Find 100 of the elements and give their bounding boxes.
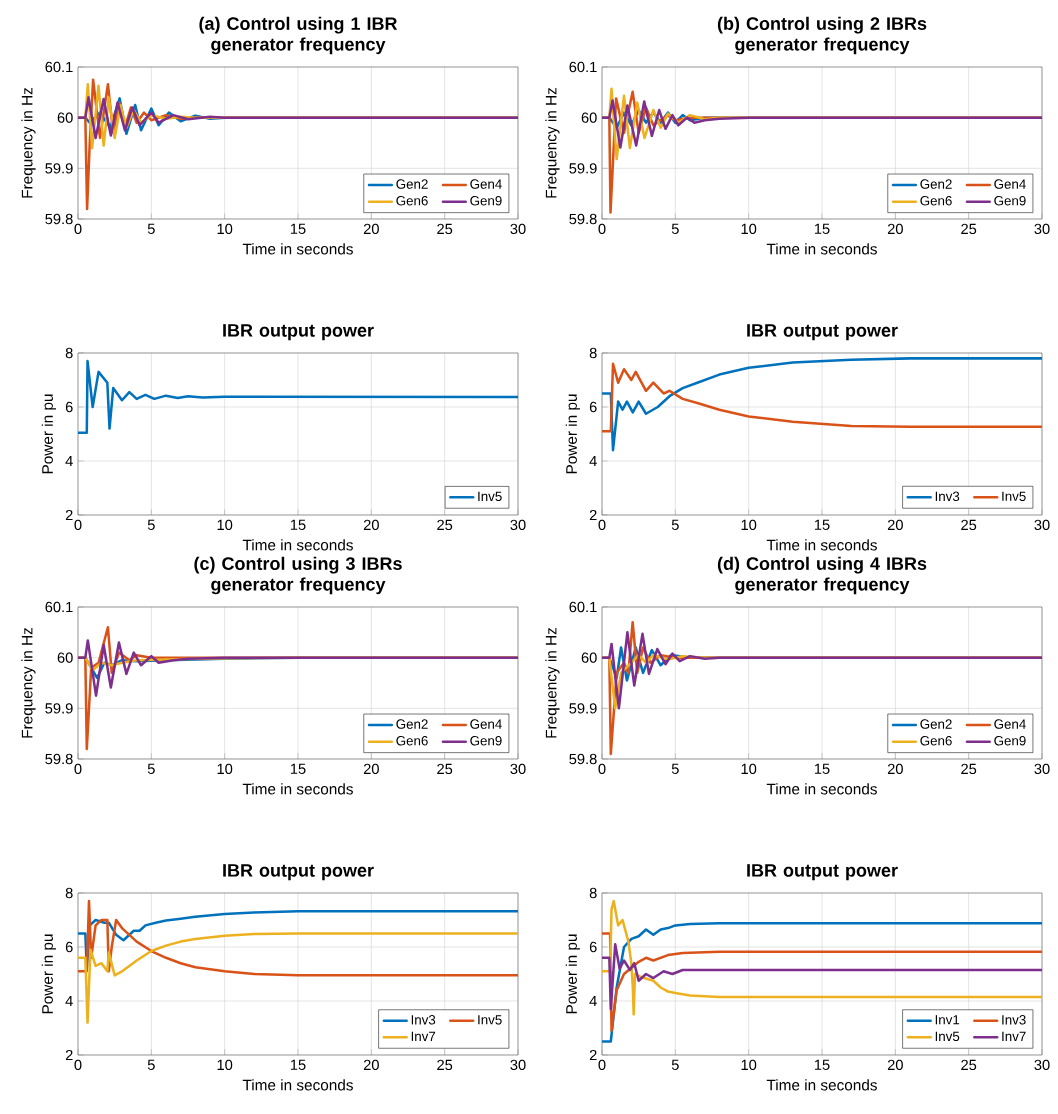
x-tick-label: 20 xyxy=(887,1059,903,1071)
x-tick-label: 25 xyxy=(437,223,453,235)
x-tick-label: 25 xyxy=(437,763,453,775)
x-tick-label: 25 xyxy=(961,763,977,775)
line-series xyxy=(78,932,518,1024)
x-tick-label: 15 xyxy=(814,1059,830,1070)
x-tick-label: 25 xyxy=(961,1059,977,1071)
y-tick-label: 60.1 xyxy=(569,601,597,613)
legend-label: Gen4 xyxy=(470,719,502,729)
x-tick-label: 20 xyxy=(363,223,379,235)
x-tick-label: 10 xyxy=(741,763,757,775)
x-tick-label: 20 xyxy=(887,763,903,775)
legend-label: Gen9 xyxy=(994,736,1026,746)
y-tick-label: 59.9 xyxy=(569,163,597,174)
legend-label: Gen6 xyxy=(920,736,952,746)
y-tick-label: 60 xyxy=(581,112,597,123)
y-axis-title: Power in pu xyxy=(41,934,56,1014)
x-tick-label: 5 xyxy=(671,223,679,234)
x-axis-title: Time in seconds xyxy=(766,243,877,255)
legend-label: Gen6 xyxy=(396,196,428,206)
legend-label: Inv5 xyxy=(1002,491,1026,501)
line-series xyxy=(602,943,1042,1011)
y-tick-label: 6 xyxy=(589,941,597,953)
legend-label: Gen2 xyxy=(920,179,952,189)
chart-title: (d) Control using 4 IBRs generator frequency xyxy=(717,556,927,595)
x-tick-label: 15 xyxy=(290,519,306,530)
legend-label: Inv7 xyxy=(1002,1031,1026,1041)
y-tick-label: 2 xyxy=(65,509,73,521)
x-tick-label: 10 xyxy=(741,223,757,235)
x-tick-label: 25 xyxy=(437,519,453,531)
x-tick-label: 30 xyxy=(510,763,526,775)
y-tick-label: 59.8 xyxy=(45,213,73,225)
x-tick-label: 0 xyxy=(598,223,606,235)
legend-label: Gen9 xyxy=(470,196,502,206)
y-axis-title: Frequency in Hz xyxy=(545,627,560,738)
y-tick-label: 2 xyxy=(65,1049,73,1061)
x-tick-label: 5 xyxy=(147,1059,155,1070)
x-tick-label: 5 xyxy=(147,763,155,774)
y-tick-label: 4 xyxy=(65,455,73,467)
y-tick-label: 2 xyxy=(589,1049,597,1061)
y-tick-label: 8 xyxy=(65,887,73,899)
x-tick-label: 5 xyxy=(671,1059,679,1070)
x-axis-title: Time in seconds xyxy=(242,243,353,255)
legend-label: Gen4 xyxy=(994,179,1026,189)
x-tick-label: 20 xyxy=(887,519,903,531)
x-tick-label: 20 xyxy=(887,223,903,235)
x-tick-label: 5 xyxy=(147,519,155,530)
x-tick-label: 10 xyxy=(217,223,233,235)
x-tick-label: 30 xyxy=(510,1059,526,1071)
line-series xyxy=(602,899,1042,1016)
x-axis-title: Time in seconds xyxy=(242,1079,353,1091)
legend-label: Gen9 xyxy=(470,736,502,746)
y-tick-label: 60.1 xyxy=(45,61,73,73)
x-tick-label: 15 xyxy=(814,223,830,234)
y-tick-label: 60.1 xyxy=(45,601,73,613)
line-series xyxy=(602,99,1042,149)
chart-title: (c) Control using 3 IBRs generator frequency xyxy=(194,556,402,595)
legend-label: Inv5 xyxy=(478,491,502,502)
x-tick-label: 0 xyxy=(74,223,82,235)
legend-label: Gen2 xyxy=(396,179,428,189)
legend-label: Gen4 xyxy=(994,719,1026,729)
y-tick-label: 60.1 xyxy=(569,61,597,73)
line-series xyxy=(602,631,1042,710)
x-tick-label: 0 xyxy=(598,763,606,775)
chart-title: (b) Control using 2 IBRs generator frequency xyxy=(717,16,927,55)
x-axis-title: Time in seconds xyxy=(242,539,353,551)
x-tick-label: 15 xyxy=(290,763,306,774)
chart-title: (a) Control using 1 IBR generator frequency xyxy=(199,16,398,55)
y-tick-label: 59.9 xyxy=(569,703,597,714)
y-tick-label: 4 xyxy=(65,995,73,1007)
x-tick-label: 10 xyxy=(217,763,233,775)
legend-label: Gen9 xyxy=(994,196,1026,206)
y-tick-label: 8 xyxy=(65,347,73,359)
x-tick-label: 0 xyxy=(74,1059,82,1071)
x-tick-label: 30 xyxy=(1034,223,1050,235)
line-series xyxy=(78,639,518,697)
x-tick-label: 10 xyxy=(217,519,233,531)
x-tick-label: 5 xyxy=(671,763,679,774)
x-tick-label: 25 xyxy=(437,1059,453,1071)
x-tick-label: 20 xyxy=(363,1059,379,1071)
legend-label: Inv3 xyxy=(935,491,960,502)
legend-label: Gen6 xyxy=(920,196,952,206)
legend-label: Inv3 xyxy=(411,1015,436,1025)
x-tick-label: 15 xyxy=(814,519,830,530)
x-tick-label: 0 xyxy=(598,519,606,531)
line-series xyxy=(78,359,518,434)
y-tick-label: 8 xyxy=(589,347,597,359)
y-tick-label: 4 xyxy=(589,995,597,1007)
y-tick-label: 59.8 xyxy=(569,213,597,225)
y-axis-title: Frequency in Hz xyxy=(21,87,36,198)
chart-title: IBR output power xyxy=(223,864,374,881)
x-tick-label: 15 xyxy=(290,1059,306,1070)
x-tick-label: 25 xyxy=(961,223,977,235)
legend-label: Inv5 xyxy=(935,1031,960,1042)
x-tick-label: 20 xyxy=(363,763,379,775)
x-axis-title: Time in seconds xyxy=(766,783,877,795)
x-tick-label: 15 xyxy=(814,763,830,774)
y-axis-title: Power in pu xyxy=(565,934,580,1014)
y-tick-label: 8 xyxy=(589,887,597,899)
y-tick-label: 59.8 xyxy=(45,753,73,765)
